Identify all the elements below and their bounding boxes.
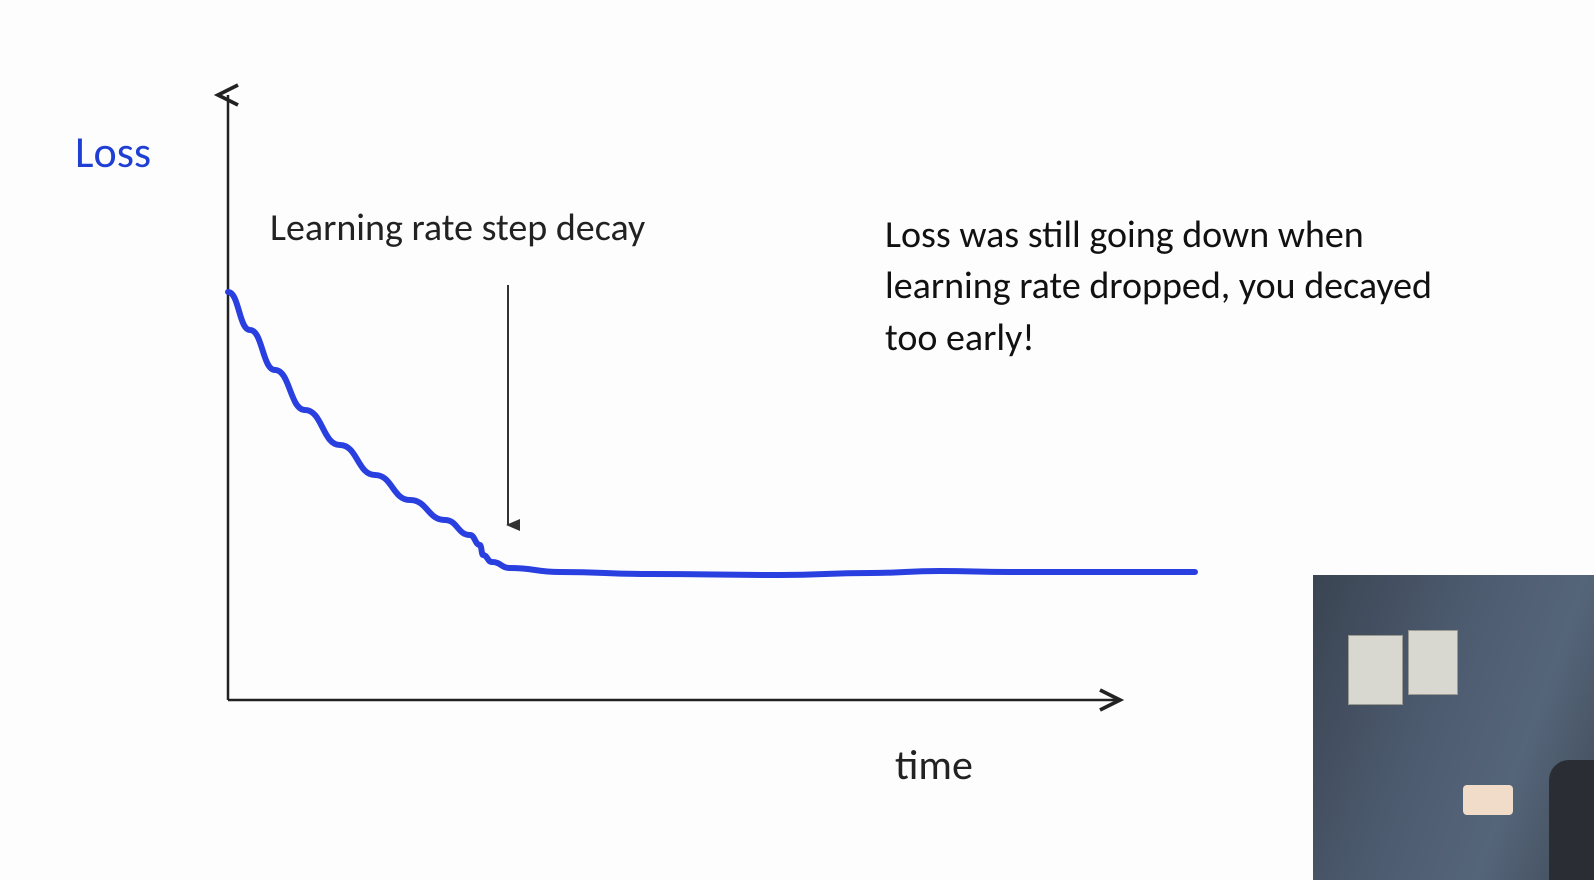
y-axis-label: Loss: [75, 125, 151, 179]
webcam-poster: [1408, 630, 1458, 695]
webcam-person: [1549, 760, 1594, 880]
decay-annotation-label: Learning rate step decay: [270, 205, 645, 251]
webcam-poster: [1348, 635, 1403, 705]
x-axis-label: time: [895, 740, 973, 791]
commentary-text: Loss was still going down when learning …: [885, 210, 1465, 364]
webcam-hand: [1463, 785, 1513, 815]
webcam-inset: [1313, 575, 1594, 880]
